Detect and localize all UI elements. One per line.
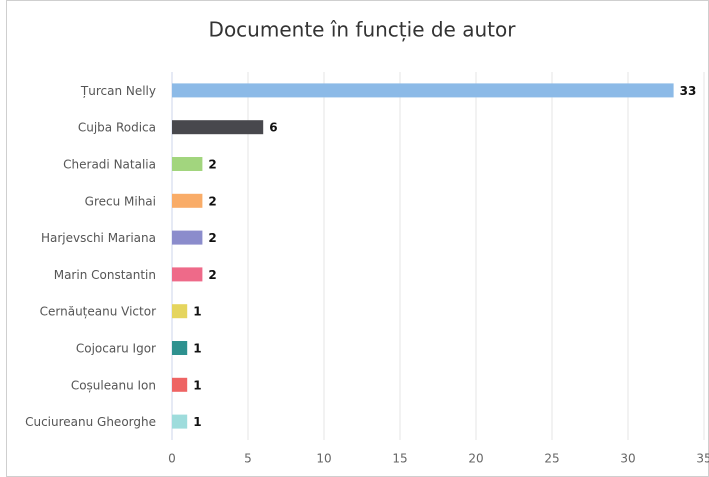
chart-frame [6,0,709,477]
bar [172,267,203,282]
bar [172,193,203,208]
y-tick-label: Coșuleanu Ion [71,378,156,392]
data-label: 2 [208,268,216,282]
bar [172,341,188,355]
x-tick-label: 15 [392,452,407,466]
y-tick-label: Cheradi Natalia [63,158,156,172]
data-label: 1 [193,415,201,429]
x-tick-label: 35 [696,452,709,466]
bar [172,414,188,429]
bar [172,157,203,171]
y-tick-label: Harjevschi Mariana [41,231,156,245]
data-label: 6 [269,121,277,135]
data-label: 1 [193,305,201,319]
data-label: 2 [208,194,216,208]
x-tick-label: 10 [316,452,331,466]
x-tick-label: 0 [168,452,176,466]
y-tick-label: Cujba Rodica [78,121,156,135]
data-label: 1 [193,342,201,356]
data-label: 1 [193,378,201,392]
bar [172,83,674,98]
bar [172,304,188,319]
bar [172,377,188,392]
x-tick-label: 25 [544,452,559,466]
y-tick-label: Cuciureanu Gheorghe [25,415,156,429]
bar [172,230,203,245]
data-label: 33 [680,84,697,98]
x-tick-label: 30 [620,452,635,466]
y-tick-label: Cernăuțeanu Victor [40,305,156,319]
bar [172,120,264,135]
y-tick-label: Grecu Mihai [85,194,156,208]
y-tick-label: Țurcan Nelly [80,84,156,98]
chart-title: Documente în funcție de autor [209,18,517,42]
x-tick-label: 5 [244,452,252,466]
data-label: 2 [208,158,216,172]
y-tick-label: Cojocaru Igor [76,342,156,356]
y-tick-label: Marin Constantin [54,268,156,282]
x-tick-label: 20 [468,452,483,466]
data-label: 2 [208,231,216,245]
